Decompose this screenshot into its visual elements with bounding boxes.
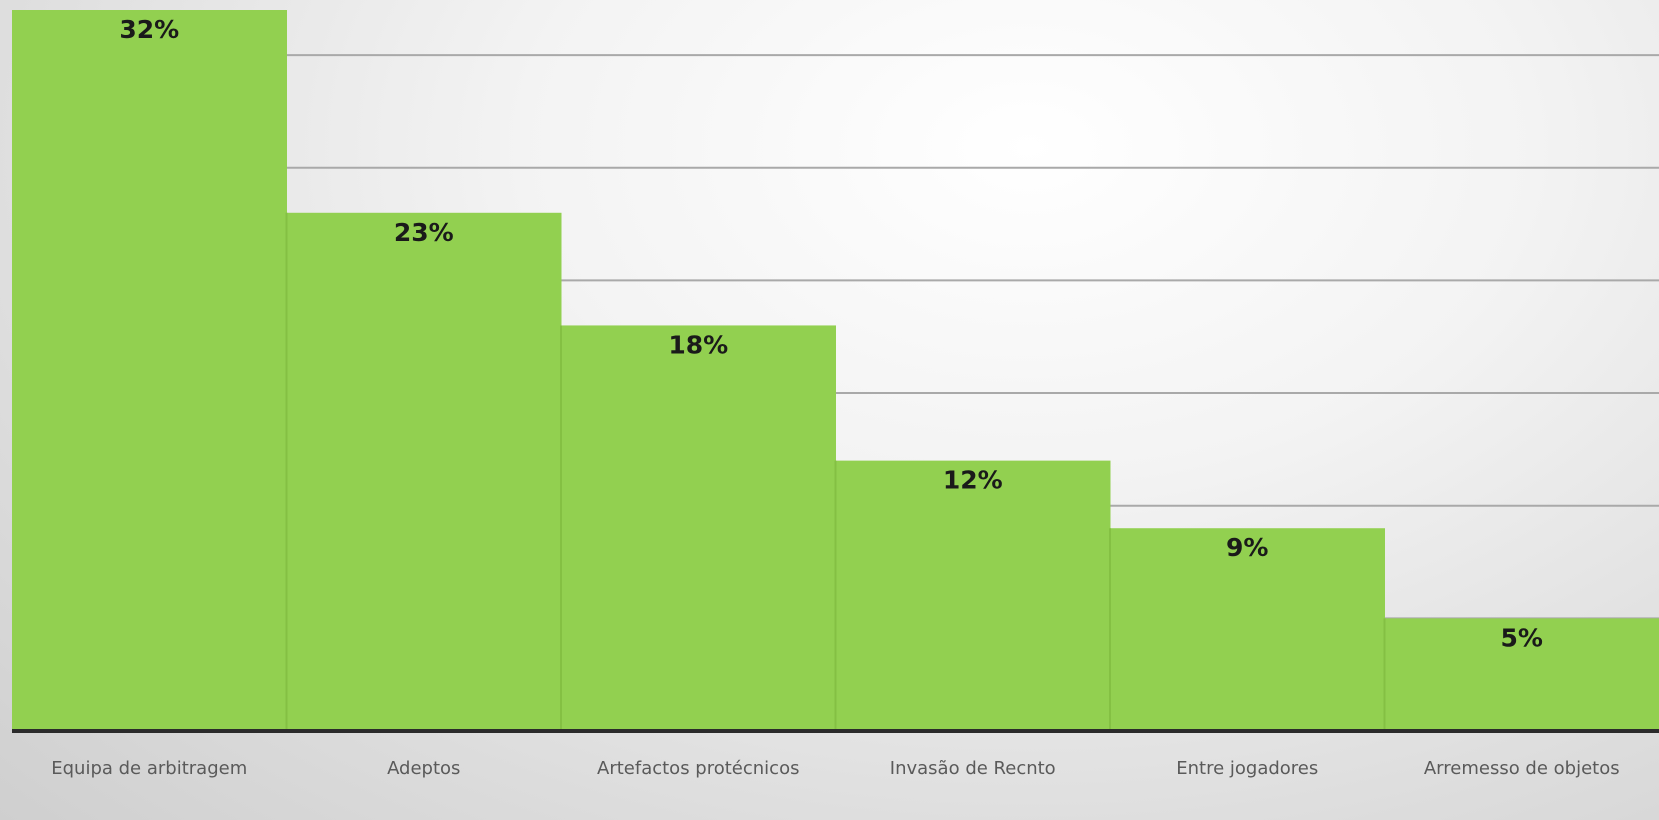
bar — [1384, 618, 1659, 731]
data-label: 9% — [1226, 533, 1268, 562]
bars — [12, 10, 1659, 731]
data-labels: 32% 23% 18% 12% 9% 5% — [119, 15, 1543, 652]
data-label: 23% — [394, 218, 454, 247]
x-tick-label: Adeptos — [387, 758, 460, 779]
data-label: 5% — [1501, 623, 1543, 652]
bar — [561, 325, 836, 731]
bar — [1110, 528, 1385, 731]
x-tick-label: Equipa de arbitragem — [51, 758, 247, 779]
x-tick-label: Entre jogadores — [1176, 758, 1318, 779]
bar — [835, 460, 1111, 731]
data-label: 32% — [119, 15, 179, 44]
data-label: 12% — [943, 466, 1003, 495]
data-label: 18% — [668, 330, 728, 359]
x-tick-label: Artefactos protécnicos — [597, 758, 799, 779]
bar — [286, 212, 562, 731]
x-tick-label: Invasão de Recnto — [890, 758, 1056, 779]
x-tick-labels: Equipa de arbitragem Adeptos Artefactos pr… — [51, 758, 1619, 779]
bar — [12, 10, 287, 731]
x-tick-label: Arremesso de objetos — [1424, 758, 1620, 779]
